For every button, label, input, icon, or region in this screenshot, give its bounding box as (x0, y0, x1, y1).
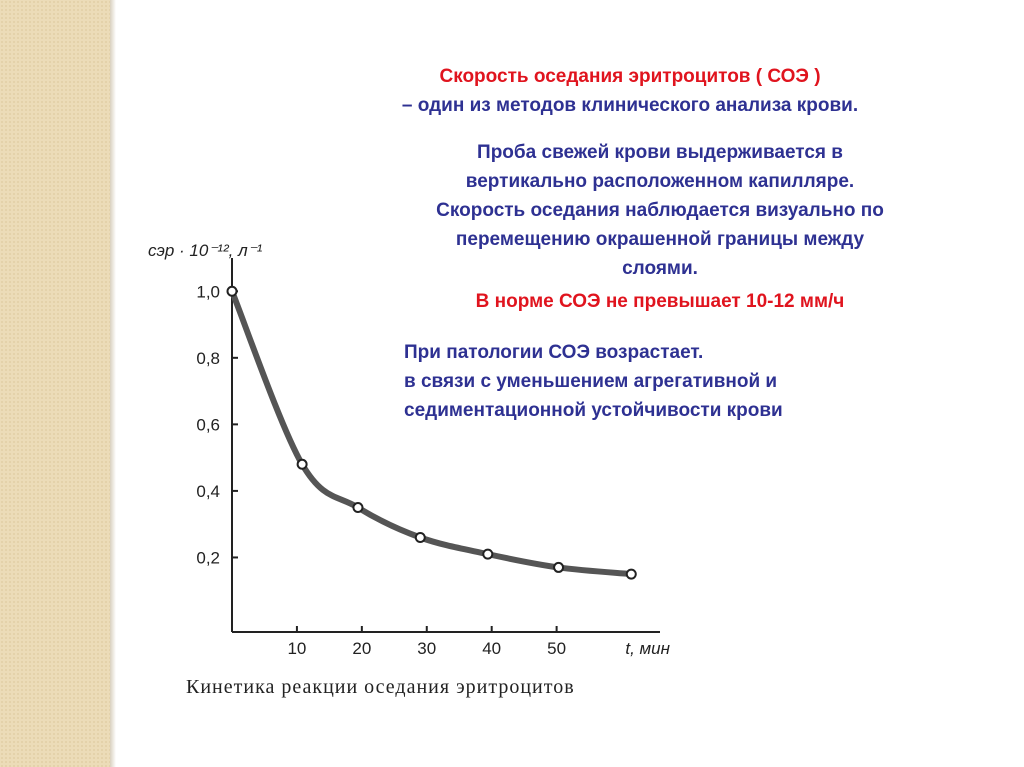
paragraph: При патологии СОЭ возрастает. в связи с у… (404, 338, 1004, 425)
x-tick-label: 50 (547, 639, 566, 658)
data-point (625, 568, 637, 580)
text-line: Скорость оседания наблюдается визуально … (436, 200, 884, 221)
y-axis-label: cэр · 10⁻¹², л⁻¹ (148, 241, 263, 260)
data-point (352, 502, 364, 514)
data-point (482, 548, 494, 560)
norm-text: В норме СОЭ не превышает 10-12 мм/ч (475, 291, 845, 312)
text-line: в связи с уменьшением агрегативной и (404, 371, 778, 392)
side-strip (0, 0, 110, 767)
chart-caption: Кинетика реакции оседания эритроцитов (186, 676, 575, 698)
data-point (226, 285, 238, 297)
text-line: слоями. (622, 258, 698, 279)
x-axis-label: t, мин (625, 639, 670, 658)
x-tick-label: 40 (482, 639, 501, 658)
data-point (553, 561, 565, 573)
subtitle: – один из методов клинического анализа к… (401, 95, 859, 116)
text-line: седиментационной устойчивости крови (404, 400, 783, 421)
y-tick-label: 0,4 (196, 482, 220, 501)
x-tick-label: 20 (352, 639, 371, 658)
text-line: При патологии СОЭ возрастает. (404, 342, 704, 363)
y-tick-label: 0,8 (196, 349, 220, 368)
y-tick-label: 0,6 (196, 415, 220, 434)
data-point (296, 458, 308, 470)
shadow (110, 0, 116, 767)
text-line: вертикально расположенном капилляре. (465, 171, 855, 192)
x-tick-label: 10 (287, 639, 306, 658)
y-tick-label: 1,0 (196, 282, 220, 301)
paragraph: Проба свежей крови выдерживается в вертик… (340, 138, 980, 283)
text-line: перемещению окрашенной границы между (455, 229, 865, 250)
x-tick-label: 30 (417, 639, 436, 658)
y-tick-label: 0,2 (196, 548, 220, 567)
data-point (414, 531, 426, 543)
title: Скорость оседания эритроцитов ( СОЭ ) (439, 66, 821, 87)
text-line: Проба свежей крови выдерживается в (477, 142, 843, 163)
curve (229, 290, 632, 578)
